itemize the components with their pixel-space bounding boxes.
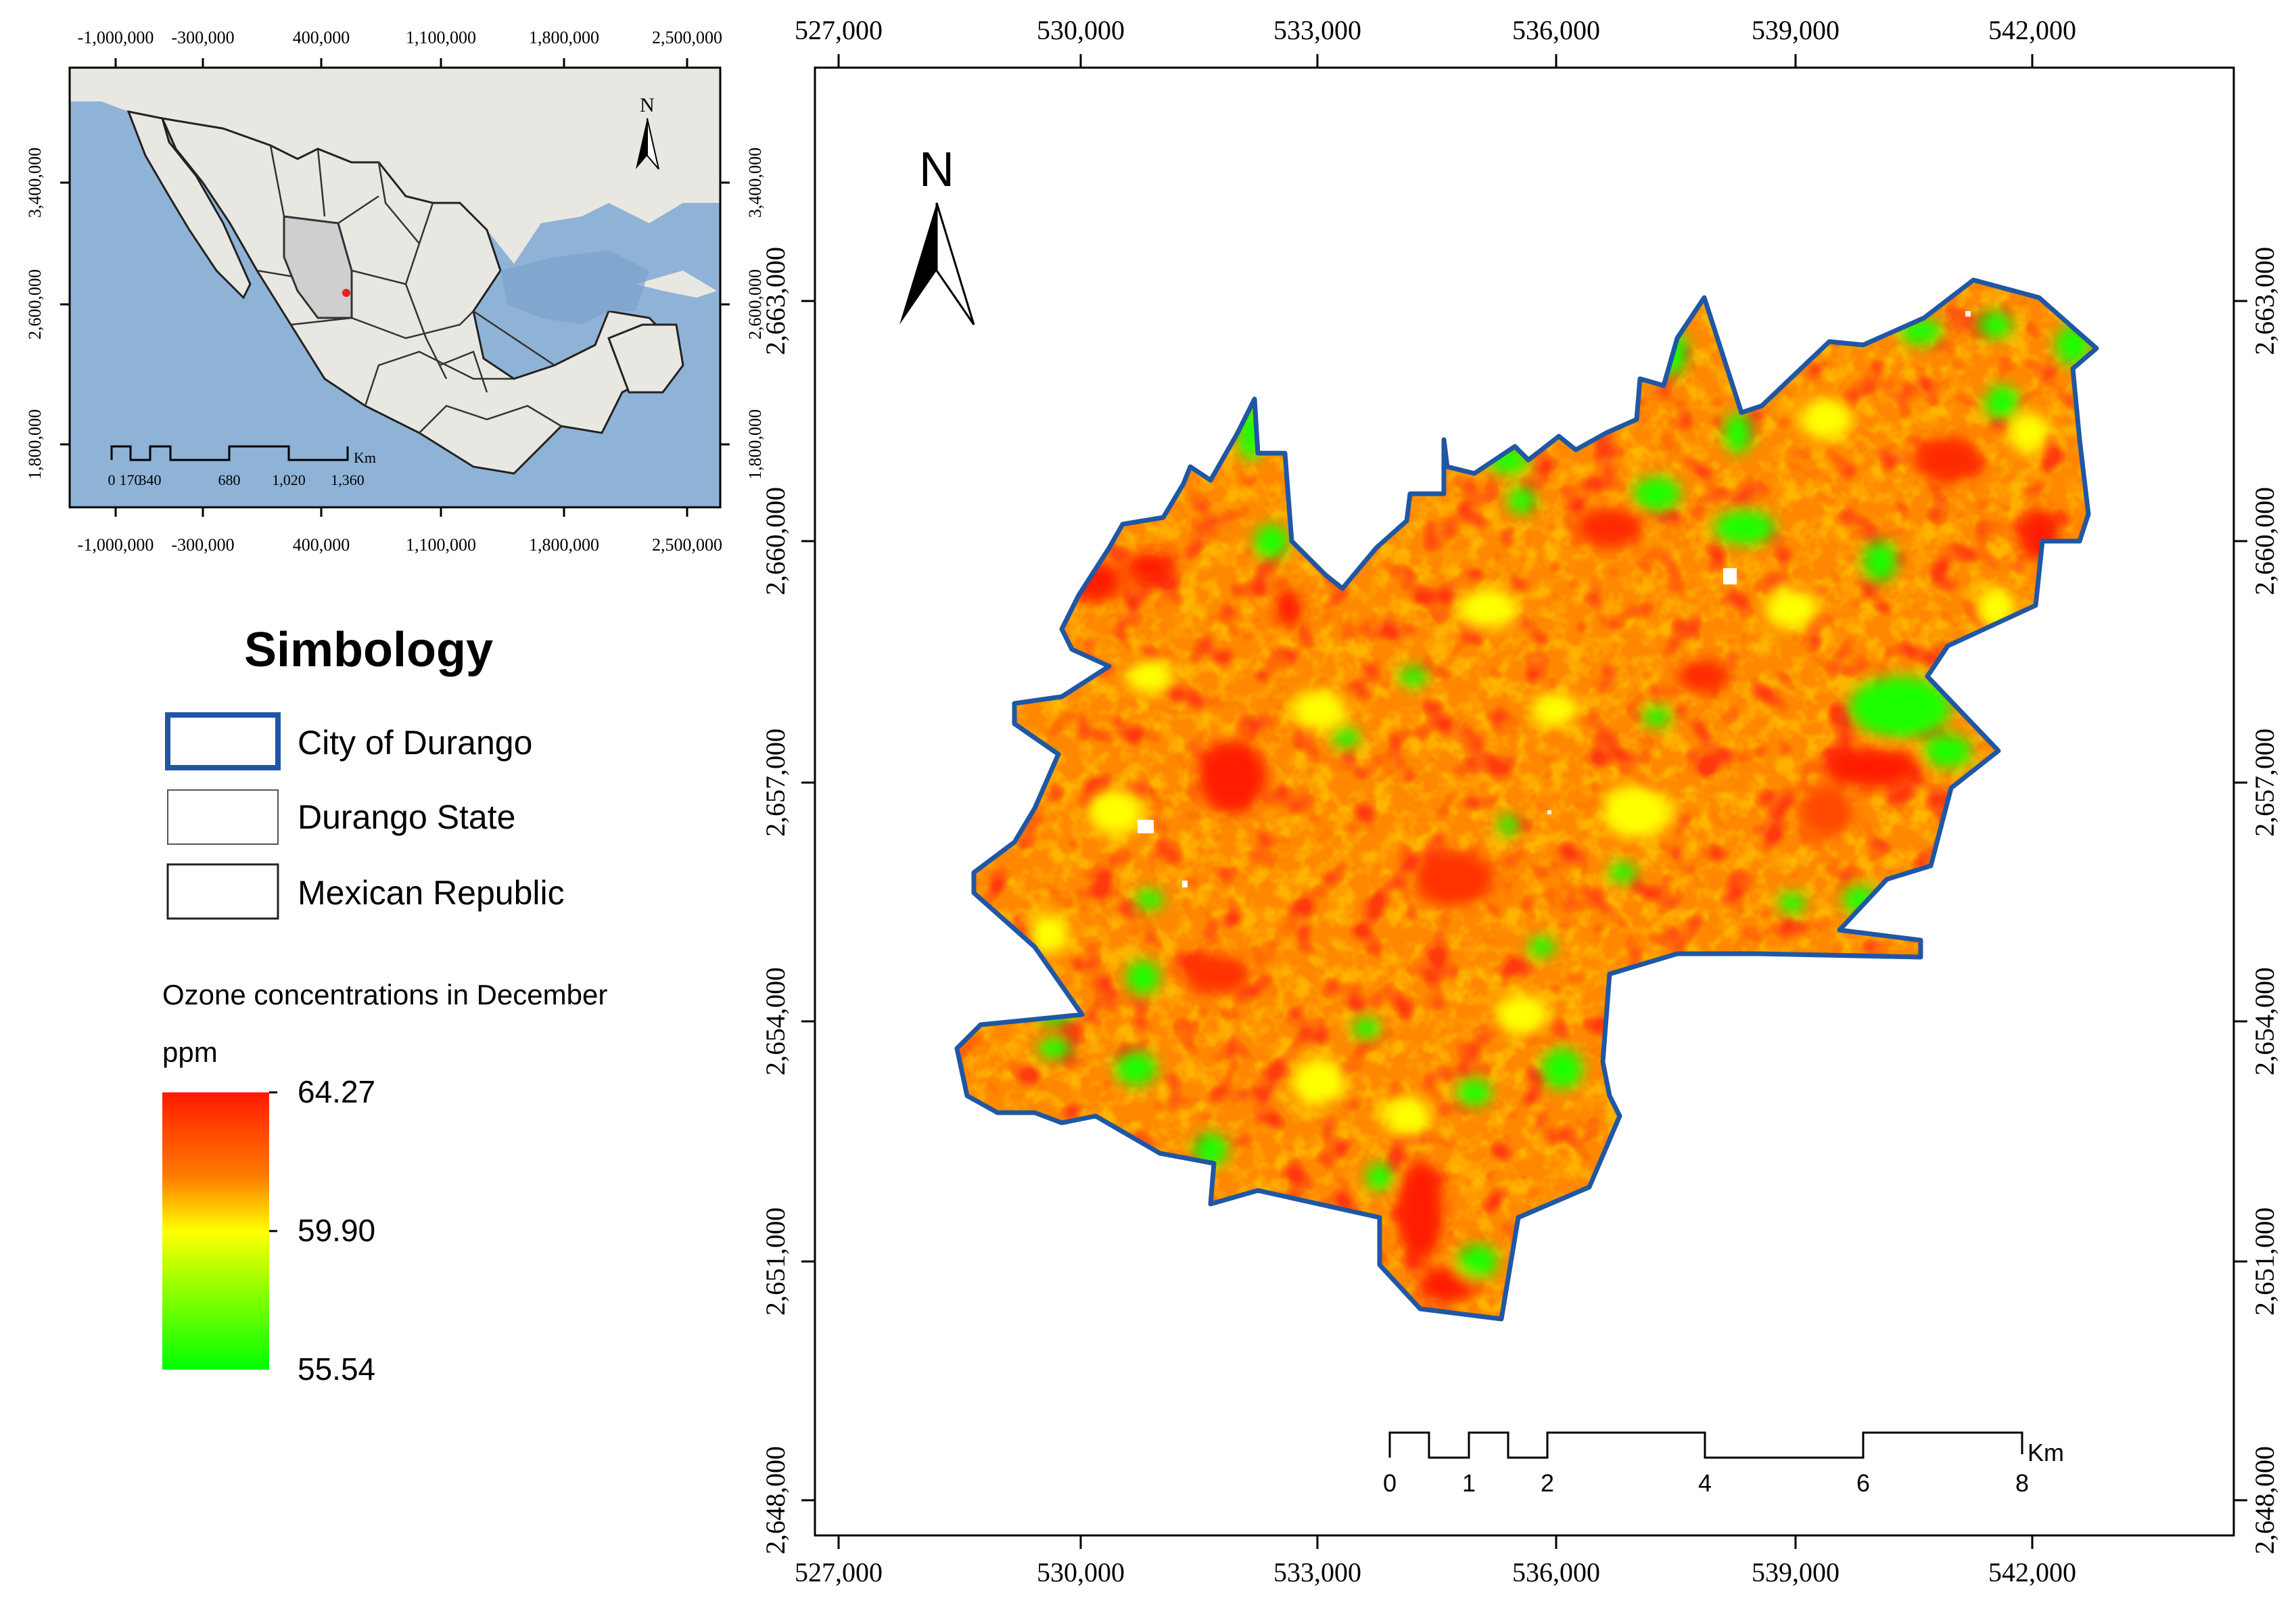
main-x-tick-top: 542,000 <box>1988 15 2076 45</box>
inset-x-tick-bottom: -1,000,000 <box>78 535 154 555</box>
inset-x-tick-top: 1,100,000 <box>406 28 476 47</box>
main-y-tick-right: 2,654,000 <box>2249 967 2280 1075</box>
main-scale-label: 8 <box>2015 1469 2029 1497</box>
inset-x-tick-bottom: 1,800,000 <box>529 535 599 555</box>
inset-gulf-deep <box>500 250 649 325</box>
ramp-unit: ppm <box>162 1036 218 1068</box>
legend: Simbology City of Durango Durango State … <box>162 623 607 1387</box>
main-x-tick-top: 536,000 <box>1512 15 1600 45</box>
legend-swatch-city <box>165 712 281 770</box>
main-x-tick-bottom: 536,000 <box>1512 1557 1600 1588</box>
main-x-tick-bottom: 530,000 <box>1037 1557 1125 1588</box>
main-y-tick-right: 2,660,000 <box>2249 487 2280 595</box>
inset-city-point <box>342 289 350 297</box>
main-x-tick-bottom: 542,000 <box>1988 1557 2076 1588</box>
inset-y-tick-right: 3,400,000 <box>745 147 765 218</box>
legend-swatch-state <box>167 789 279 845</box>
city-boundary <box>954 277 2099 1322</box>
inset-x-tick-top: 1,800,000 <box>529 28 599 47</box>
inset-north-arrow: N <box>636 94 659 170</box>
main-x-tick-top: 539,000 <box>1752 15 1840 45</box>
main-north-label: N <box>919 143 954 197</box>
main-scale-bar <box>1388 1431 2023 1459</box>
inset-scale-label: 0 <box>108 471 116 488</box>
inset-north-label: N <box>640 94 655 116</box>
inset-x-tick-top: -1,000,000 <box>78 28 154 47</box>
main-x-tick-bottom: 527,000 <box>795 1557 883 1588</box>
main-scale-unit: Km <box>2028 1439 2064 1466</box>
main-x-tick-bottom: 539,000 <box>1752 1557 1840 1588</box>
inset-baja-california <box>126 110 252 300</box>
inset-scale-label: 680 <box>218 471 241 488</box>
ramp-max: 64.27 <box>298 1074 375 1109</box>
main-scale-label: 4 <box>1698 1469 1712 1497</box>
main-map: N Km <box>814 66 2235 1537</box>
legend-title: Simbology <box>244 623 493 677</box>
inset-frame <box>68 66 722 509</box>
ramp-mid: 59.90 <box>298 1213 375 1248</box>
inset-x-tick-top: -300,000 <box>171 28 234 47</box>
main-scale-label: 0 <box>1383 1469 1397 1497</box>
axis-ticks: -1,000,000 -1,000,000 -300,000 -300,000 400,… <box>25 15 2280 1588</box>
inset-x-tick-bottom: -300,000 <box>171 535 234 555</box>
main-scale-label: 2 <box>1541 1469 1554 1497</box>
ramp-min: 55.54 <box>298 1351 375 1387</box>
inset-x-tick-bottom: 400,000 <box>293 535 350 555</box>
inset-x-tick-bottom: 1,100,000 <box>406 535 476 555</box>
inset-x-tick-bottom: 2,500,000 <box>652 535 722 555</box>
main-y-tick-right: 2,663,000 <box>2249 247 2280 355</box>
inset-scale-label: 1,020 <box>272 471 306 488</box>
main-y-tick-left: 2,651,000 <box>760 1207 791 1316</box>
main-scale-label: 1 <box>1462 1469 1476 1497</box>
main-y-tick-left: 2,660,000 <box>760 487 791 595</box>
inset-scale-label: 340 <box>139 471 162 488</box>
main-x-tick-top: 527,000 <box>795 15 883 45</box>
inset-x-tick-top: 400,000 <box>293 28 350 47</box>
inset-x-tick-top: 2,500,000 <box>652 28 722 47</box>
legend-swatch-republic <box>166 863 279 920</box>
inset-y-tick-left: 3,400,000 <box>25 147 45 218</box>
inset-y-tick-left: 2,600,000 <box>25 269 45 340</box>
main-x-tick-bottom: 533,000 <box>1273 1557 1361 1588</box>
main-y-tick-left: 2,648,000 <box>760 1446 791 1554</box>
inset-yucatan <box>607 323 684 394</box>
main-y-tick-right: 2,657,000 <box>2249 728 2280 837</box>
main-y-tick-left: 2,663,000 <box>760 247 791 355</box>
ramp-title: Ozone concentrations in December <box>162 979 607 1011</box>
main-y-tick-right: 2,648,000 <box>2249 1446 2280 1554</box>
main-north-arrow: N <box>899 143 975 325</box>
legend-label-state: Durango State <box>298 798 515 836</box>
main-y-tick-left: 2,654,000 <box>760 967 791 1075</box>
legend-label-republic: Mexican Republic <box>298 874 565 912</box>
main-y-tick-right: 2,651,000 <box>2249 1207 2280 1316</box>
inset-y-tick-right: 1,800,000 <box>745 409 765 480</box>
inset-y-tick-right: 2,600,000 <box>745 269 765 340</box>
main-x-tick-top: 533,000 <box>1273 15 1361 45</box>
inset-cuba <box>636 271 717 298</box>
inset-scale-label: 1,360 <box>331 471 365 488</box>
inset-map: N Km <box>68 66 722 509</box>
main-scale-label: 6 <box>1856 1469 1870 1497</box>
inset-scale-unit: Km <box>354 449 376 466</box>
main-x-tick-top: 530,000 <box>1037 15 1125 45</box>
main-y-tick-left: 2,657,000 <box>760 728 791 837</box>
ramp-bar <box>162 1092 269 1370</box>
inset-y-tick-left: 1,800,000 <box>25 409 45 480</box>
inset-scale-label: 170 <box>120 471 142 488</box>
legend-label-city: City of Durango <box>298 724 532 762</box>
inset-durango-state <box>283 215 353 319</box>
inset-scale-bar <box>110 445 349 461</box>
inset-usa-land <box>70 68 720 264</box>
